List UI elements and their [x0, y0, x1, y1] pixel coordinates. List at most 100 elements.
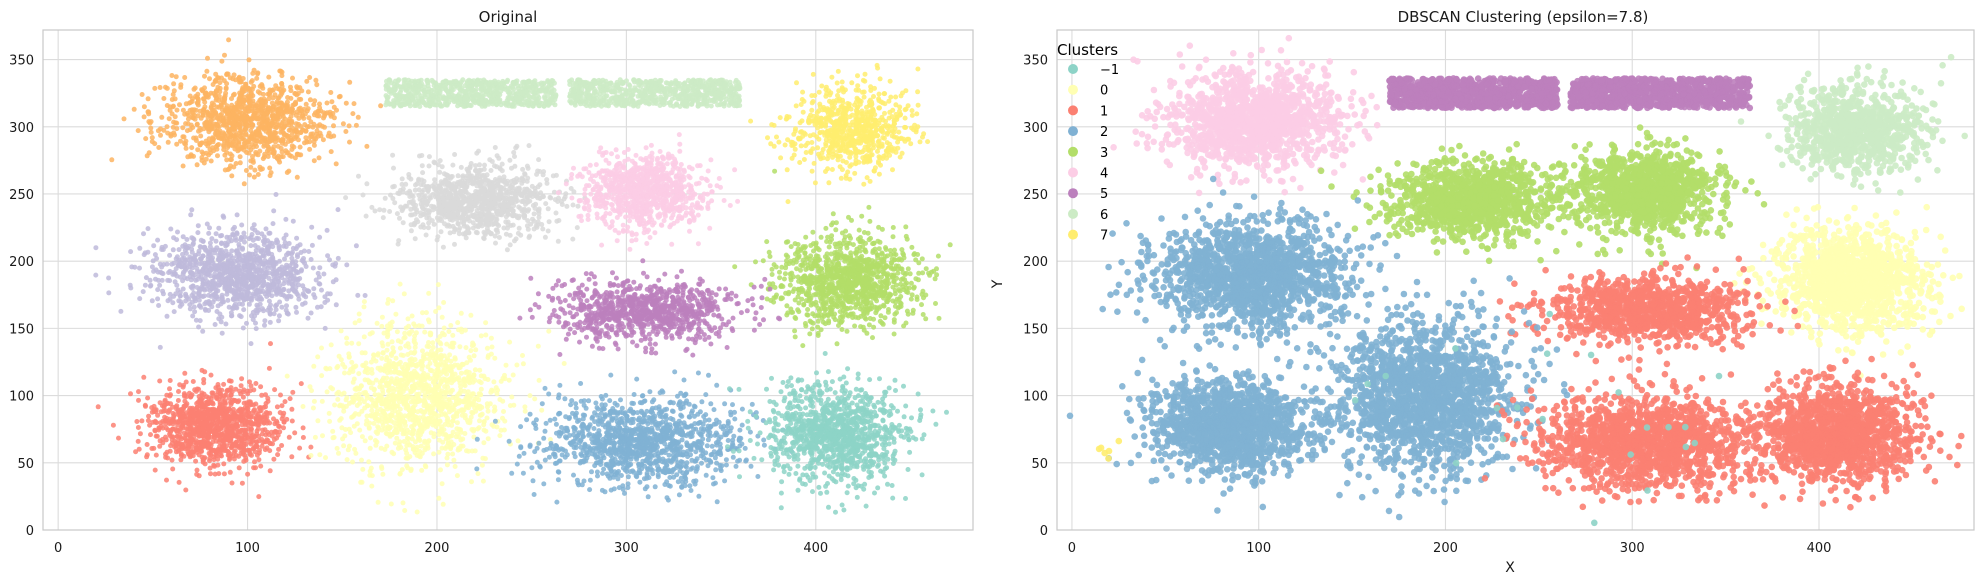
scatter-point [459, 215, 464, 220]
scatter-point [329, 99, 334, 104]
scatter-point [568, 94, 573, 99]
scatter-point [571, 89, 576, 94]
scatter-point [492, 163, 497, 168]
scatter-point [171, 125, 176, 130]
scatter-point [235, 148, 240, 153]
scatter-point [593, 103, 598, 108]
scatter-point [290, 107, 295, 112]
scatter-point [237, 80, 242, 85]
scatter-point [853, 161, 858, 166]
scatter-point [708, 91, 713, 96]
scatter-point [799, 143, 804, 148]
scatter-point [200, 150, 205, 155]
scatter-point [356, 115, 361, 120]
scatter-point [229, 142, 234, 147]
scatter-point [321, 116, 326, 121]
scatter-point [304, 102, 309, 107]
scatter-point [318, 131, 323, 136]
scatter-point [512, 238, 517, 243]
scatter-point [522, 207, 527, 212]
scatter-point [811, 72, 816, 77]
scatter-point [243, 82, 248, 87]
scatter-point [701, 83, 706, 88]
scatter-point [594, 162, 599, 167]
scatter-point [431, 88, 436, 93]
scatter-point [489, 168, 494, 173]
scatter-point [347, 80, 352, 85]
scatter-point [364, 181, 369, 186]
scatter-point [877, 105, 882, 110]
scatter-point [191, 136, 196, 141]
scatter-point [317, 105, 322, 110]
scatter-point [438, 90, 443, 95]
scatter-point [864, 105, 869, 110]
scatter-point [206, 152, 211, 157]
scatter-point [227, 136, 232, 141]
scatter-point [815, 126, 820, 131]
scatter-point [892, 121, 897, 126]
scatter-point [875, 66, 880, 71]
scatter-point [841, 90, 846, 95]
scatter-point [482, 163, 487, 168]
scatter-point [474, 211, 479, 216]
scatter-point [840, 167, 845, 172]
scatter-point [175, 108, 180, 113]
scatter-point [396, 238, 401, 243]
scatter-point [437, 170, 442, 175]
scatter-point [511, 80, 516, 85]
scatter-point [498, 185, 503, 190]
scatter-point [158, 133, 163, 138]
scatter-point [237, 75, 242, 80]
scatter-point [807, 115, 812, 120]
scatter-point [652, 220, 657, 225]
scatter-point [413, 212, 418, 217]
scatter-point [152, 86, 157, 91]
scatter-point [887, 110, 892, 115]
scatter-point [494, 91, 499, 96]
scatter-point [296, 116, 301, 121]
scatter-point [876, 140, 881, 145]
scatter-point [583, 187, 588, 192]
scatter-point [861, 182, 866, 187]
scatter-point [482, 103, 487, 108]
scatter-point [300, 128, 305, 133]
scatter-point [614, 147, 619, 152]
scatter-point [533, 202, 538, 207]
scatter-point [313, 78, 318, 83]
scatter-point [142, 114, 147, 119]
scatter-point [307, 124, 312, 129]
scatter-point [306, 106, 311, 111]
scatter-point [443, 102, 448, 107]
scatter-point [505, 247, 510, 252]
scatter-point [623, 103, 628, 108]
scatter-point [245, 122, 250, 127]
scatter-point [815, 121, 820, 126]
scatter-point [395, 100, 400, 105]
scatter-point [498, 167, 503, 172]
scatter-point [560, 202, 565, 207]
scatter-point [829, 75, 834, 80]
scatter-point [536, 157, 541, 162]
scatter-point [466, 226, 471, 231]
scatter-point [278, 108, 283, 113]
scatter-point [269, 170, 274, 175]
scatter-point [206, 92, 211, 97]
scatter-point [263, 122, 268, 127]
scatter-point [497, 192, 502, 197]
scatter-point [204, 139, 209, 144]
scatter-point [285, 121, 290, 126]
scatter-point [883, 152, 888, 157]
scatter-point [486, 191, 491, 196]
scatter-point [469, 96, 474, 101]
scatter-point [347, 140, 352, 145]
scatter-point [512, 104, 517, 109]
scatter-point [266, 140, 271, 145]
scatter-point [219, 103, 224, 108]
scatter-point [614, 99, 619, 104]
scatter-point [799, 102, 804, 107]
scatter-point [475, 93, 480, 98]
scatter-point [403, 182, 408, 187]
scatter-point [536, 184, 541, 189]
scatter-point [622, 159, 627, 164]
scatter-point [228, 152, 233, 157]
